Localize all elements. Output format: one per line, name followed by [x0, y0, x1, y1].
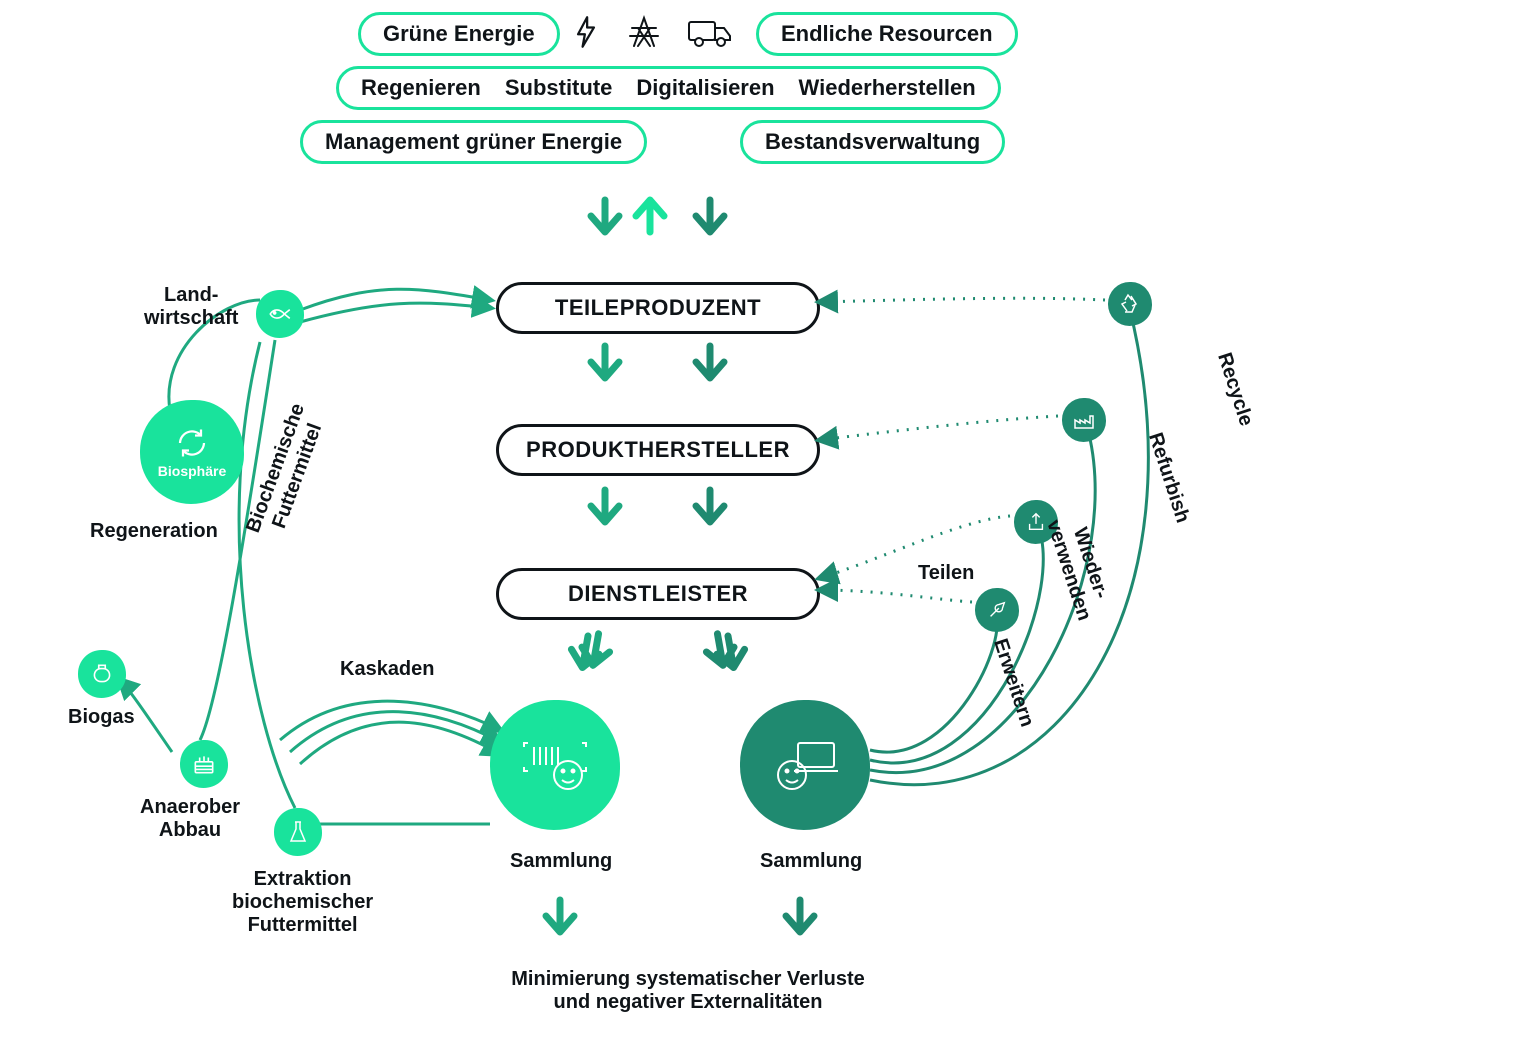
box-service-provider: DIENSTLEISTER	[496, 568, 820, 620]
box-product-maker: PRODUKTHERSTELLER	[496, 424, 820, 476]
label-cascades: Kaskaden	[340, 658, 435, 681]
label-extraction: Extraktion biochemischer Futtermittel	[232, 868, 373, 937]
blob-biosphere-label: Biosphäre	[158, 463, 226, 479]
diagram-stage: Grüne Energie Endliche Resourcen Regenie…	[0, 0, 1536, 1050]
label-extend: Erweitern	[988, 636, 1038, 730]
pill-mgmt-green-label: Management grüner Energie	[325, 129, 622, 155]
label-recycle: Recycle	[1212, 350, 1257, 429]
strategy-1: Substitute	[505, 75, 613, 101]
blob-collection-left	[490, 700, 620, 830]
box-parts-producer: TEILEPRODUZENT	[496, 282, 820, 334]
label-collection-left: Sammlung	[510, 850, 612, 873]
blob-recycle	[1108, 282, 1152, 326]
laptop-smile-icon	[768, 735, 842, 795]
strategy-2: Digitalisieren	[636, 75, 774, 101]
box-service-provider-label: DIENSTLEISTER	[568, 581, 748, 607]
truck-icon	[688, 16, 732, 48]
pill-inventory: Bestandsverwaltung	[740, 120, 1005, 164]
label-share: Teilen	[918, 562, 974, 585]
fish-icon	[267, 301, 293, 327]
label-biogas: Biogas	[68, 706, 135, 729]
blob-flask	[274, 808, 322, 856]
label-agriculture: Land- wirtschaft	[144, 284, 238, 330]
pill-mgmt-green: Management grüner Energie	[300, 120, 647, 164]
wrench-icon	[986, 599, 1008, 621]
bolt-icon	[572, 15, 600, 49]
label-anaerobic: Anaerober Abbau	[140, 796, 240, 842]
recycle-icon	[1118, 292, 1142, 316]
box-parts-producer-label: TEILEPRODUZENT	[555, 295, 761, 321]
strategy-0: Regenieren	[361, 75, 481, 101]
label-biochem-feed: Biochemische Futtermittel	[242, 401, 332, 544]
label-reuse: Wieder- verwenden	[1041, 510, 1117, 624]
pylon-icon	[626, 14, 662, 50]
blob-anaerobic	[180, 740, 228, 788]
blob-collection-right	[740, 700, 870, 830]
blob-extend	[975, 588, 1019, 632]
label-min-losses: Minimierung systematischer Verluste und …	[448, 968, 928, 1014]
pill-finite-resources-label: Endliche Resourcen	[781, 21, 993, 47]
blob-agriculture	[256, 290, 304, 338]
barcode-smile-icon	[520, 735, 590, 795]
label-regeneration: Regeneration	[90, 520, 218, 543]
cycle-icon	[174, 425, 210, 461]
tank-icon	[89, 661, 115, 687]
pill-green-energy-label: Grüne Energie	[383, 21, 535, 47]
pill-finite-resources: Endliche Resourcen	[756, 12, 1018, 56]
label-refurbish: Refurbish	[1143, 430, 1194, 526]
pill-strategies: Regenieren Substitute Digitalisieren Wie…	[336, 66, 1001, 110]
blob-biosphere: Biosphäre	[140, 400, 244, 504]
flask-icon	[286, 819, 310, 845]
blob-refurbish	[1062, 398, 1106, 442]
blob-biogas	[78, 650, 126, 698]
box-product-maker-label: PRODUKTHERSTELLER	[526, 437, 790, 463]
pill-green-energy: Grüne Energie	[358, 12, 560, 56]
pill-inventory-label: Bestandsverwaltung	[765, 129, 980, 155]
strategy-3: Wiederherstellen	[799, 75, 976, 101]
factory-icon	[1072, 408, 1096, 432]
energy-icons	[572, 14, 732, 50]
label-collection-right: Sammlung	[760, 850, 862, 873]
layers-icon	[191, 751, 217, 777]
